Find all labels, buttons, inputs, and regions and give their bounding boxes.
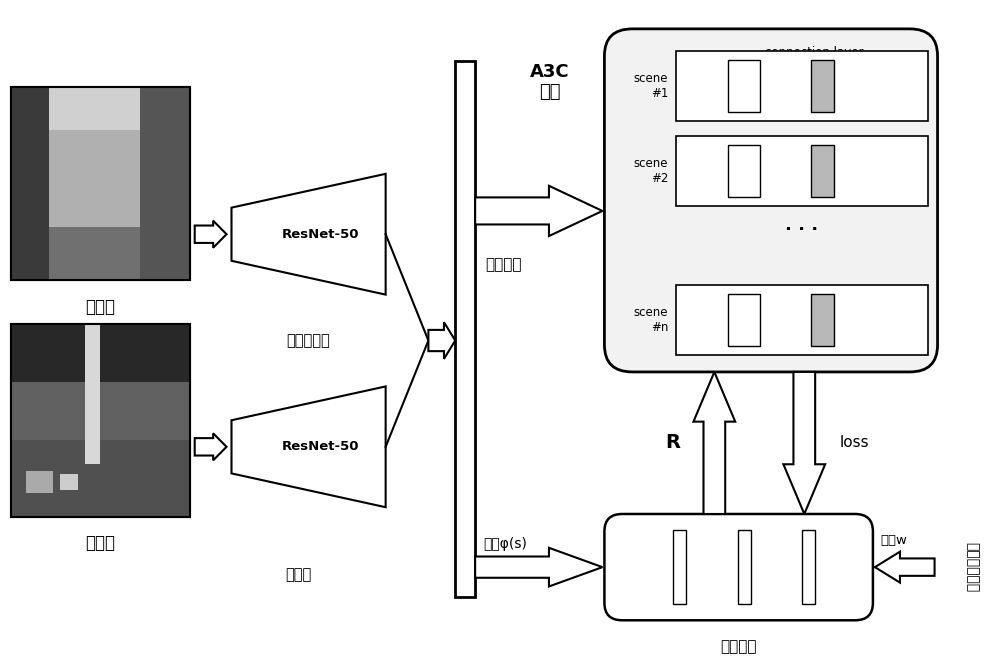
Text: . . .: . . .: [785, 216, 818, 234]
Text: 『专家轨迹』: 『专家轨迹』: [965, 542, 979, 592]
Bar: [728, 60, 760, 112]
FancyBboxPatch shape: [604, 514, 873, 620]
Bar: [811, 60, 834, 112]
Bar: [811, 145, 834, 197]
Text: 特征提取层: 特征提取层: [287, 333, 330, 348]
Bar: [85, 324, 100, 464]
Bar: [11, 324, 190, 517]
Bar: [11, 324, 190, 517]
Bar: [49, 87, 140, 130]
Text: 特征φ(s): 特征φ(s): [483, 537, 527, 551]
Bar: [11, 440, 190, 517]
Text: 起始点: 起始点: [85, 298, 115, 315]
Bar: [728, 294, 760, 346]
Polygon shape: [428, 322, 455, 359]
Bar: [676, 51, 928, 121]
Text: 参数网络: 参数网络: [720, 640, 757, 654]
Polygon shape: [195, 221, 227, 248]
Text: 目标点: 目标点: [85, 534, 115, 553]
Bar: [728, 145, 760, 197]
Bar: [11, 382, 190, 440]
Text: scene
#1: scene #1: [634, 72, 668, 100]
Bar: [11, 87, 190, 280]
Bar: [11, 324, 190, 517]
Text: ResNet-50: ResNet-50: [282, 440, 360, 453]
Polygon shape: [475, 548, 602, 587]
Bar: [811, 294, 834, 346]
Bar: [455, 60, 475, 597]
Bar: [676, 136, 928, 206]
Bar: [11, 87, 190, 280]
Text: loss: loss: [839, 436, 869, 451]
Bar: [26, 472, 53, 493]
Text: A3C
网络: A3C 网络: [530, 62, 570, 101]
Text: scene
#n: scene #n: [634, 306, 668, 334]
Polygon shape: [693, 372, 735, 514]
Bar: [673, 530, 686, 604]
Bar: [738, 530, 751, 604]
Bar: [60, 474, 78, 490]
Bar: [802, 530, 815, 604]
Text: R: R: [665, 434, 680, 453]
Bar: [140, 87, 190, 280]
Polygon shape: [475, 186, 602, 236]
Polygon shape: [232, 386, 386, 507]
Text: 全连接层: 全连接层: [485, 257, 522, 272]
Polygon shape: [232, 174, 386, 294]
Bar: [676, 285, 928, 355]
Polygon shape: [875, 552, 935, 583]
FancyBboxPatch shape: [604, 29, 938, 372]
Text: ResNet-50: ResNet-50: [282, 228, 360, 240]
Text: scene
#2: scene #2: [634, 157, 668, 185]
Polygon shape: [783, 372, 825, 514]
Text: 混合层: 混合层: [286, 568, 312, 583]
Text: connection layer: connection layer: [765, 46, 864, 59]
Polygon shape: [195, 434, 227, 461]
Bar: [11, 87, 190, 280]
Text: 专家w: 专家w: [881, 533, 908, 547]
Bar: [11, 87, 49, 280]
Bar: [49, 227, 140, 280]
Bar: [11, 324, 190, 382]
Bar: [49, 130, 140, 227]
